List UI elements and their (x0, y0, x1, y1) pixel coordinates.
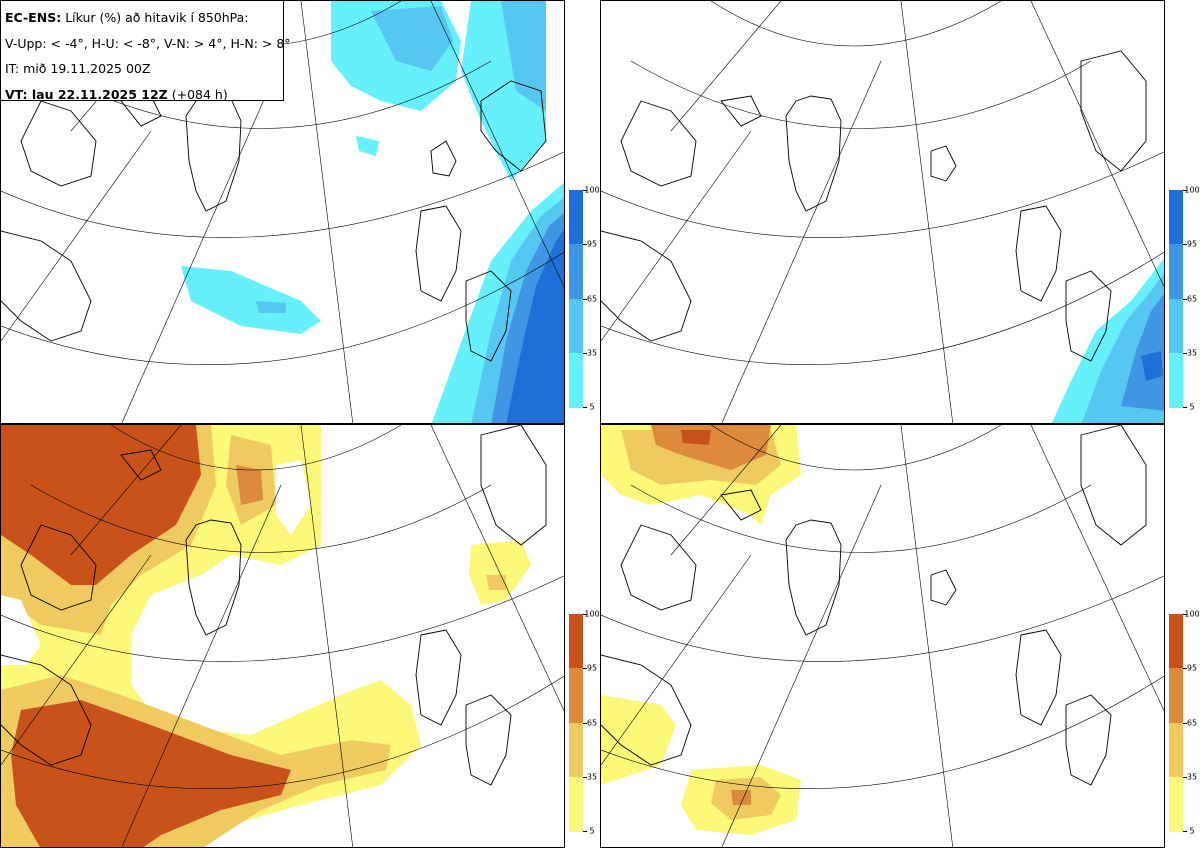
map-panel-warm-8 (600, 424, 1165, 848)
legend-info-box: EC-ENS: Líkur (%) að hitavik í 850hPa: V… (1, 1, 291, 102)
map-canvas (1, 425, 564, 847)
probability-shading (601, 425, 801, 835)
colorbar-tick (1183, 831, 1187, 832)
colorbar-label: 100 (1184, 185, 1200, 195)
colorbar-tick (583, 353, 587, 354)
colorbar-tick (1183, 668, 1187, 669)
graticule (601, 425, 1164, 847)
map-panel-cold-8 (600, 0, 1165, 424)
valid-time-line: VT: lau 22.11.2025 12Z (+084 h) (5, 82, 283, 108)
colorbar-segment (1169, 723, 1183, 778)
colorbar-label: 5 (589, 402, 595, 412)
colorbar-tick (583, 668, 587, 669)
colorbar-tick (583, 244, 587, 245)
probability-shading (1051, 258, 1164, 423)
colorbar-label: 65 (1186, 294, 1198, 304)
colorbar-label: 100 (1184, 609, 1200, 619)
colorbar-tick (583, 777, 587, 778)
colorbar-label: 35 (1186, 772, 1198, 782)
colorbar-label: 5 (1189, 402, 1195, 412)
colorbar-label: 35 (586, 348, 598, 358)
map-panel-warm-4 (0, 424, 565, 848)
graticule (601, 1, 1164, 423)
colorbar-tick (1183, 190, 1187, 191)
colorbar-tick (1183, 299, 1187, 300)
graticule (1, 425, 564, 847)
colorbar-segment (1169, 244, 1183, 299)
title-line: EC-ENS: Líkur (%) að hitavik í 850hPa: (5, 5, 283, 31)
colorbar-label: 95 (1186, 239, 1198, 249)
colorbar-segment (1169, 353, 1183, 408)
map-canvas (601, 1, 1164, 423)
colorbar-orange-top: 100 95 65 35 5 (1169, 610, 1200, 836)
colorbar-tick (1183, 353, 1187, 354)
lead-time: (+084 h) (171, 86, 228, 102)
map-canvas (601, 425, 1164, 847)
colorbar-segment (569, 353, 583, 408)
coastlines (1, 425, 547, 786)
colorbar-tick (583, 299, 587, 300)
colorbar-segment (569, 723, 583, 778)
colorbar-label: 35 (1186, 348, 1198, 358)
colorbar-segment (569, 299, 583, 354)
colorbar-tick (583, 831, 587, 832)
map-panel-cold-4: EC-ENS: Líkur (%) að hitavik í 850hPa: V… (0, 0, 565, 424)
valid-time: VT: lau 22.11.2025 12Z (5, 86, 168, 102)
colorbar-tick (1183, 244, 1187, 245)
colorbar-segment (1169, 777, 1183, 832)
colorbar-label: 65 (586, 294, 598, 304)
zero-probability-gaps (1, 460, 311, 665)
colorbar-segment (1169, 668, 1183, 723)
colorbar-label: 5 (1189, 826, 1195, 836)
colorbar-label: 65 (586, 718, 598, 728)
colorbar-tick (583, 614, 587, 615)
colorbar-label: 65 (1186, 718, 1198, 728)
coastlines (601, 425, 1147, 786)
init-time: IT: mið 19.11.2025 00Z (5, 61, 151, 76)
probability-shading (1, 425, 531, 847)
colorbar-segment (1169, 190, 1183, 245)
colorbar-orange-bottom: 100 95 65 35 5 (569, 610, 600, 836)
colorbar-segment (569, 244, 583, 299)
colorbar-tick (583, 407, 587, 408)
colorbar-segment (569, 777, 583, 832)
coastlines (601, 50, 1147, 362)
colorbar-tick (1183, 407, 1187, 408)
colorbar-segment (1169, 299, 1183, 354)
map-canvas (1, 1, 564, 423)
colorbar-blue-top: 100 95 65 35 5 (569, 186, 600, 412)
colorbar-tick (583, 723, 587, 724)
colorbar-label: 35 (586, 772, 598, 782)
probability-shading (181, 1, 564, 423)
colorbar-segment (569, 190, 583, 245)
colorbar-blue-bottom: 100 95 65 35 5 (1169, 186, 1200, 412)
colorbar-label: 95 (586, 663, 598, 673)
colorbar-label: 95 (1186, 663, 1198, 673)
colorbar-label: 100 (584, 185, 600, 195)
colorbar-tick (583, 190, 587, 191)
colorbar-label: 5 (589, 826, 595, 836)
model-name: EC-ENS: (5, 10, 62, 25)
categories-line: V-Upp: < -4°, H-U: < -8°, V-N: > 4°, H-N… (5, 35, 291, 51)
colorbar-tick (1183, 614, 1187, 615)
colorbar-segment (569, 614, 583, 669)
colorbar-segment (569, 668, 583, 723)
colorbar-segment (1169, 614, 1183, 669)
colorbar-label: 95 (586, 239, 598, 249)
colorbar-label: 100 (584, 609, 600, 619)
colorbar-tick (1183, 777, 1187, 778)
title-text: Líkur (%) að hitavik í 850hPa: (65, 10, 249, 25)
colorbar-tick (1183, 723, 1187, 724)
